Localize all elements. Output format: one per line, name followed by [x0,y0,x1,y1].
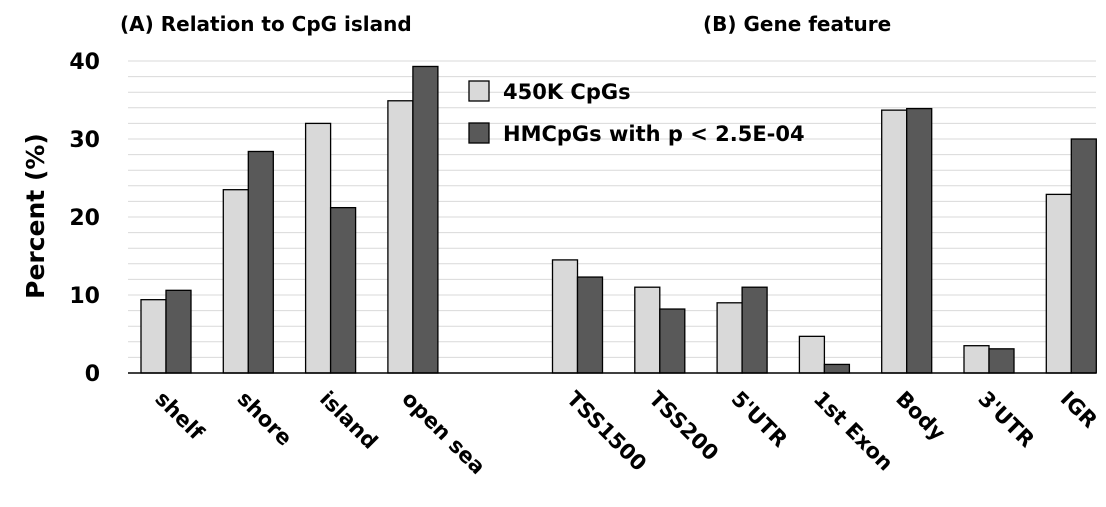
legend: 450K CpGs HMCpGs with p < 2.5E-04 [468,80,805,146]
x-tick-label: IGR [1056,387,1102,433]
panel-title-b: (B) Gene feature [703,12,891,36]
bar-hmcpgs-body [906,107,933,374]
y-tick-label: 0 [85,362,100,387]
bar-hmcpgs-3-utr [988,348,1015,374]
x-tick-label: island [315,387,382,454]
bar-450k-island [304,122,332,374]
bars [140,65,1097,374]
bar-450k-1st-exon [798,335,826,374]
bar-450k-shore [222,189,249,374]
legend-swatch-450k [468,80,490,102]
x-tick-label: Body [891,387,950,446]
bar-hmcpgs-igr [1070,138,1097,374]
bar-hmcpgs-1st-exon [823,363,851,374]
bar-hmcpgs-tss200 [659,308,686,374]
panel-title-a: (A) Relation to CpG island [120,12,412,36]
y-tick-label: 40 [69,50,100,75]
gridlines [128,60,1096,358]
bar-hmcpgs-5-utr [741,286,768,374]
y-axis-label: Percent (%) [21,133,50,299]
legend-swatch-hmcpgs [468,122,490,144]
bar-450k-open-sea [387,100,414,374]
bar-hmcpgs-island [329,206,357,374]
bar-hmcpgs-shelf [165,289,192,374]
bar-450k-3-utr [963,345,990,374]
bar-450k-shelf [140,299,167,374]
x-tick-label: shelf [150,387,209,446]
legend-label-450k: 450K CpGs [503,80,631,104]
bar-450k-igr [1045,193,1072,374]
bar-450k-tss200 [634,286,661,374]
x-tick-label: open sea [397,387,490,480]
legend-label-hmcpgs: HMCpGs with p < 2.5E-04 [503,122,805,146]
bar-450k-tss1500 [551,259,579,374]
x-tick-label: TSS200 [644,387,723,466]
bar-450k-body [881,109,908,374]
y-tick-labels: 0 10 20 30 40 [69,50,100,387]
bar-450k-5-utr [716,302,743,374]
bar-hmcpgs-shore [247,150,274,374]
y-tick-label: 10 [69,284,100,309]
bar-hmcpgs-open-sea [412,65,439,374]
bar-hmcpgs-tss1500 [576,276,604,374]
x-tick-label: 5'UTR [727,387,792,452]
x-tick-label: shore [233,387,297,451]
x-tick-label: 1st Exon [809,387,898,476]
y-tick-label: 30 [69,128,100,153]
x-tick-label: 3'UTR [973,387,1038,452]
y-tick-label: 20 [69,206,100,231]
x-tick-label: TSS1500 [562,387,651,476]
